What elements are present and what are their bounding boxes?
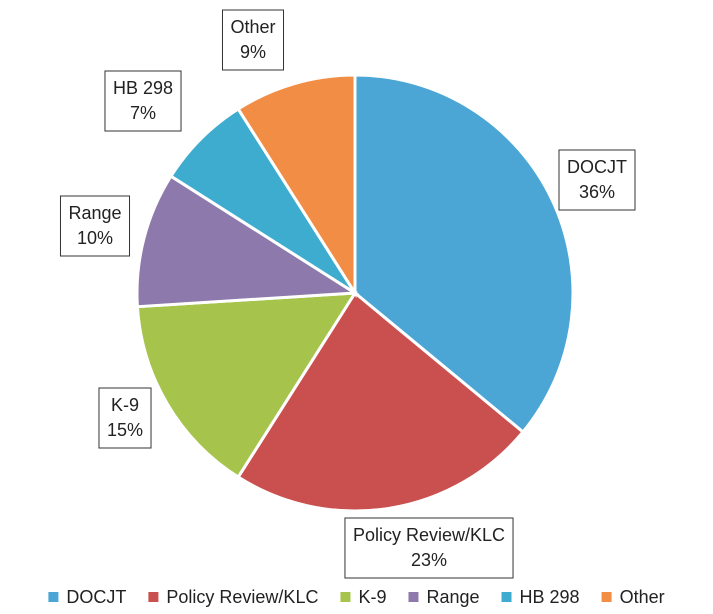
data-label: Policy Review/KLC 23% xyxy=(344,517,514,579)
legend-swatch xyxy=(501,592,512,602)
data-label: K-915% xyxy=(98,387,152,449)
legend: DOCJT Policy Review/KLC K-9 Range HB 298 Othe… xyxy=(48,587,665,607)
label-box xyxy=(98,387,152,449)
legend-swatch xyxy=(601,592,612,602)
label-name: Other xyxy=(230,17,275,37)
legend-label: Policy Review/KLC xyxy=(166,587,318,607)
label-value: 23% xyxy=(411,550,447,570)
label-value: 7% xyxy=(130,103,156,123)
legend-swatch xyxy=(48,592,59,602)
legend-swatch xyxy=(408,592,419,602)
label-box xyxy=(221,9,285,71)
label-name: Policy Review/KLC xyxy=(353,525,505,545)
pie-slice xyxy=(236,73,357,299)
data-label: HB 298 7% xyxy=(104,70,182,132)
data-label: Other 9% xyxy=(221,9,285,71)
legend-swatch xyxy=(148,592,159,602)
legend-label: DOCJT xyxy=(66,587,126,607)
legend-label: HB 298 xyxy=(520,587,580,607)
pie-slice xyxy=(135,291,358,480)
label-value: 36% xyxy=(579,182,615,202)
label-value: 9% xyxy=(240,42,266,62)
label-name: HB 298 xyxy=(113,78,173,98)
label-name: K-9 xyxy=(111,395,139,415)
data-label: DOCJT 36% xyxy=(558,149,636,211)
label-value: 10% xyxy=(77,228,113,248)
label-box xyxy=(344,517,514,579)
label-name: DOCJT xyxy=(567,157,627,177)
label-box xyxy=(59,195,131,257)
pie-slice xyxy=(236,290,526,513)
legend-label: Range xyxy=(426,587,479,607)
legend-swatch xyxy=(340,592,351,602)
pie-slice xyxy=(353,73,575,435)
label-value: 15% xyxy=(107,420,143,440)
legend-label: K-9 xyxy=(358,587,386,607)
legend-label: Other xyxy=(620,587,665,607)
data-label: Range 10% xyxy=(59,195,131,257)
label-box xyxy=(558,149,636,211)
pie-slice xyxy=(135,174,360,309)
label-name: Range xyxy=(68,203,121,223)
label-box xyxy=(104,70,182,132)
